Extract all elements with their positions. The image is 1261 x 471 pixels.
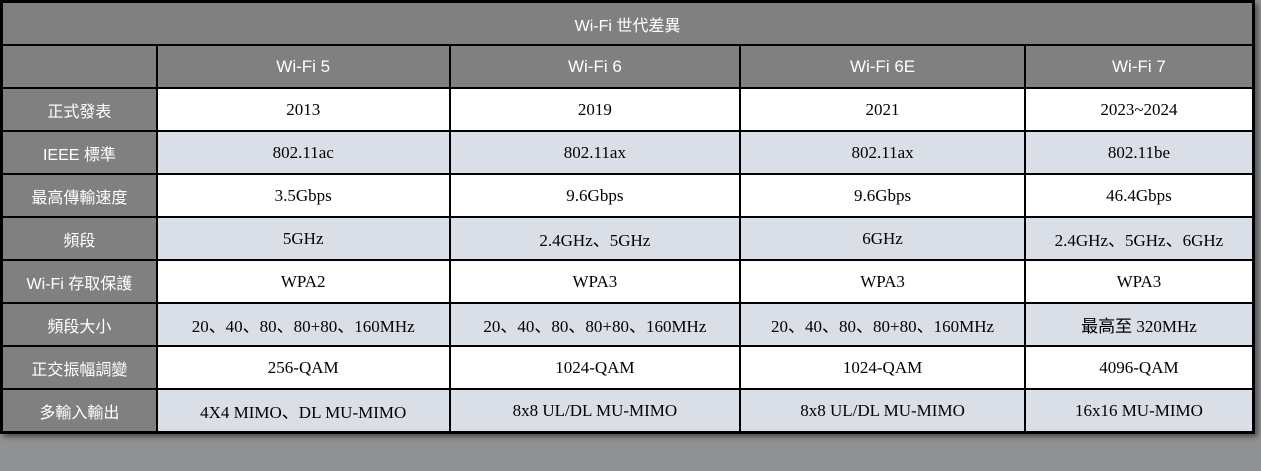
row-label: 最高傳輸速度 [0,173,158,218]
cell-value: 2.4GHz、5GHz、6GHz [1023,216,1255,261]
cell-value: 20、40、80、80+80、160MHz [739,302,1026,347]
table-row: IEEE 標準 802.11ac 802.11ax 802.11ax 802.11be [0,130,1255,175]
row-label: 正式發表 [0,87,158,132]
cell-value: 2.4GHz、5GHz [448,216,742,261]
cell-value: 9.6Gbps [739,173,1026,218]
comparison-table: Wi-Fi 世代差異 Wi-Fi 5 Wi-Fi 6 Wi-Fi 6E Wi-F… [0,0,1255,434]
row-label: 多輸入輸出 [0,388,158,434]
column-header-wifi6e: Wi-Fi 6E [739,44,1026,89]
cell-value: WPA3 [739,259,1026,304]
cell-value: 46.4Gbps [1023,173,1255,218]
row-label: 正交振幅調變 [0,345,158,390]
column-header-wifi5: Wi-Fi 5 [155,44,451,89]
table-row: 頻段大小 20、40、80、80+80、160MHz 20、40、80、80+80、… [0,302,1255,347]
table-row: 正式發表 2013 2019 2021 2023~2024 [0,87,1255,132]
cell-value: 20、40、80、80+80、160MHz [448,302,742,347]
wifi-comparison-table: Wi-Fi 世代差異 Wi-Fi 5 Wi-Fi 6 Wi-Fi 6E Wi-F… [0,0,1255,434]
column-header-wifi6: Wi-Fi 6 [448,44,742,89]
cell-value: 8x8 UL/DL MU-MIMO [448,388,742,434]
row-label: Wi-Fi 存取保護 [0,259,158,304]
header-row: Wi-Fi 5 Wi-Fi 6 Wi-Fi 6E Wi-Fi 7 [0,44,1255,89]
cell-value: 1024-QAM [448,345,742,390]
column-header-wifi7: Wi-Fi 7 [1023,44,1255,89]
cell-value: 2019 [448,87,742,132]
table-row: 多輸入輸出 4X4 MIMO、DL MU-MIMO 8x8 UL/DL MU-MIM… [0,388,1255,434]
cell-value: 2013 [155,87,451,132]
cell-value: 4096-QAM [1023,345,1255,390]
cell-value: 1024-QAM [739,345,1026,390]
row-label: 頻段大小 [0,302,158,347]
cell-value: 2023~2024 [1023,87,1255,132]
table-row: Wi-Fi 存取保護 WPA2 WPA3 WPA3 WPA3 [0,259,1255,304]
cell-value: 802.11be [1023,130,1255,175]
cell-value: 8x8 UL/DL MU-MIMO [739,388,1026,434]
cell-value: 16x16 MU-MIMO [1023,388,1255,434]
row-label: IEEE 標準 [0,130,158,175]
cell-value: 802.11ac [155,130,451,175]
title-row: Wi-Fi 世代差異 [0,0,1255,46]
cell-value: 4X4 MIMO、DL MU-MIMO [155,388,451,434]
cell-value: 6GHz [739,216,1026,261]
cell-value: 5GHz [155,216,451,261]
cell-value: 802.11ax [739,130,1026,175]
cell-value: 802.11ax [448,130,742,175]
cell-value: 256-QAM [155,345,451,390]
cell-value: WPA2 [155,259,451,304]
cell-value: 9.6Gbps [448,173,742,218]
cell-value: 3.5Gbps [155,173,451,218]
table-title: Wi-Fi 世代差異 [0,0,1255,46]
cell-value: WPA3 [448,259,742,304]
cell-value: 2021 [739,87,1026,132]
corner-cell [0,44,158,89]
cell-value: WPA3 [1023,259,1255,304]
cell-value: 20、40、80、80+80、160MHz [155,302,451,347]
table-row: 頻段 5GHz 2.4GHz、5GHz 6GHz 2.4GHz、5GHz、6GHz [0,216,1255,261]
row-label: 頻段 [0,216,158,261]
table-row: 正交振幅調變 256-QAM 1024-QAM 1024-QAM 4096-QAM [0,345,1255,390]
table-row: 最高傳輸速度 3.5Gbps 9.6Gbps 9.6Gbps 46.4Gbps [0,173,1255,218]
cell-value: 最高至 320MHz [1023,302,1255,347]
